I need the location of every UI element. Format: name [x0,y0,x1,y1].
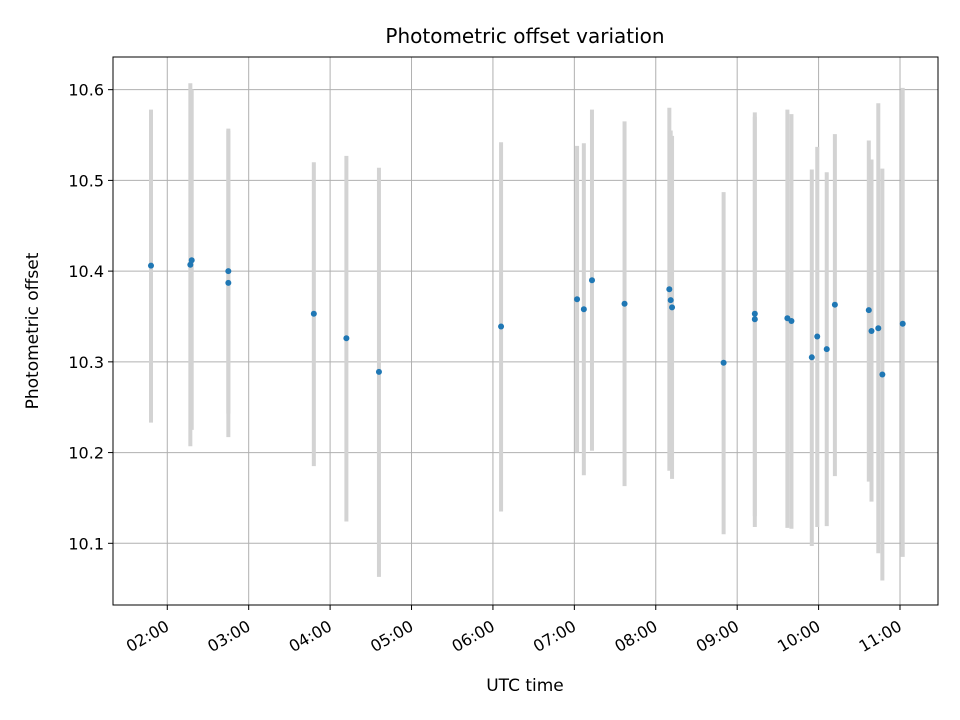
data-point [808,354,815,361]
x-axis-label: UTC time [486,676,564,696]
data-point [498,323,505,330]
data-point [868,328,875,334]
data-point [588,277,595,284]
y-tick-label: 10.3 [68,353,104,372]
data-point [188,257,195,264]
data-point [899,320,906,327]
plot-area [113,57,938,605]
chart-title: Photometric offset variation [385,24,664,48]
data-point [580,306,587,313]
data-point [225,279,232,286]
data-point [814,333,821,340]
data-point [574,296,581,303]
data-point [831,301,838,308]
markers [147,257,906,378]
y-tick-label: 10.5 [68,171,104,190]
data-point [147,262,154,269]
data-point [666,286,673,293]
plot-frame [112,56,939,606]
data-point [375,368,382,375]
y-axis-ticks: 10.1 10.2 10.3 10.4 10.5 10.6 [68,81,113,553]
data-point [751,310,758,317]
data-point [865,307,872,314]
y-tick-label: 10.2 [68,444,104,463]
data-point [343,335,350,342]
data-point [823,346,830,353]
data-point [667,297,674,304]
y-tick-label: 10.6 [68,81,104,100]
data-point [310,310,317,317]
y-tick-label: 10.1 [68,534,104,553]
y-axis-label: Photometric offset [23,252,43,409]
data-point [621,300,628,307]
data-point [225,268,232,275]
data-point [788,318,795,325]
data-point [669,304,676,311]
data-point [187,261,194,268]
y-tick-label: 10.4 [68,262,104,281]
data-point [875,325,882,332]
data-point [879,371,886,378]
data-point [751,316,758,323]
data-point [720,359,727,366]
